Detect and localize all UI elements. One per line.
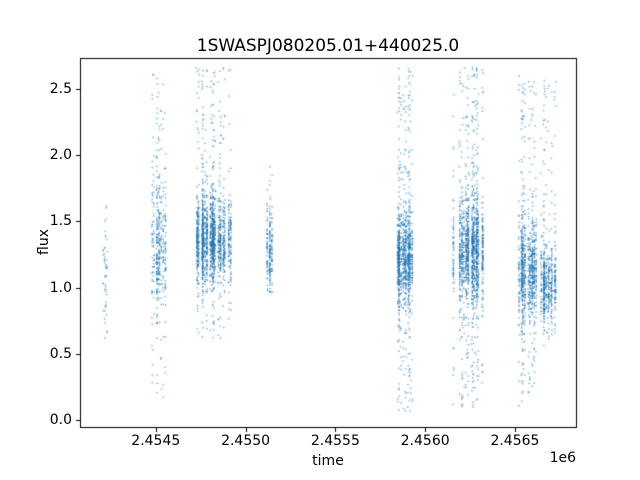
y-tick-label: 2.5	[49, 80, 72, 97]
x-tick-label: 2.4550	[221, 433, 271, 449]
x-tick-label: 2.4565	[490, 433, 540, 449]
y-tick-label: 1.5	[49, 213, 72, 230]
y-tick-label: 0.5	[49, 345, 72, 362]
y-tick-label: 2.0	[49, 146, 72, 163]
x-tick-label: 2.4560	[400, 433, 450, 449]
x-tick-label: 2.4555	[310, 433, 360, 449]
x-axis-label: time	[312, 453, 344, 469]
y-tick-label: 1.0	[49, 279, 72, 296]
x-axis-offset-label: 1e6	[549, 450, 576, 466]
chart-title: 1SWASPJ080205.01+440025.0	[196, 36, 460, 56]
y-axis-label: flux	[36, 229, 52, 255]
x-tick-label: 2.4545	[131, 433, 181, 449]
y-tick-label: 0.0	[49, 412, 72, 429]
